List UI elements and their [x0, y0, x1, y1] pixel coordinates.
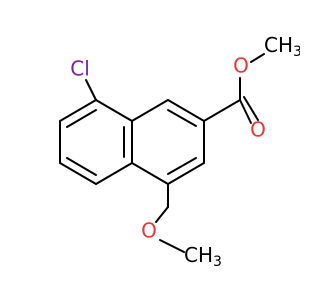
background	[0, 0, 300, 300]
bond	[167, 99, 205, 122]
bond	[59, 162, 97, 185]
bond	[131, 99, 169, 122]
double-bond-inner	[66, 157, 97, 176]
atom-label: O	[141, 219, 157, 243]
bond	[85, 79, 97, 101]
structure-diagram: Cl O O CH3 O CH3	[0, 0, 300, 300]
double-bond	[243, 96, 259, 121]
bond	[250, 53, 265, 63]
bond	[239, 99, 252, 124]
bond	[59, 99, 97, 122]
bond	[155, 206, 169, 223]
bond	[131, 162, 169, 185]
atom-label: O	[233, 54, 249, 78]
atom-label: CH	[264, 33, 293, 57]
atom-subscript: 3	[213, 254, 222, 270]
atom-label: CH	[184, 243, 213, 267]
double-bond-inner	[167, 157, 197, 175]
atom-label: O	[250, 118, 266, 142]
double-bond-inner	[167, 109, 197, 127]
bonds	[59, 53, 265, 253]
methyl-label: CH3	[264, 33, 300, 61]
atom-subscript: 3	[293, 44, 300, 60]
bond	[203, 99, 241, 122]
atom-label: Cl	[70, 57, 90, 81]
double-bond-inner	[66, 109, 97, 128]
bond	[95, 162, 133, 185]
bond	[167, 162, 205, 185]
bond	[159, 239, 185, 253]
bond	[95, 99, 133, 122]
methyl-label: CH3	[184, 243, 222, 271]
